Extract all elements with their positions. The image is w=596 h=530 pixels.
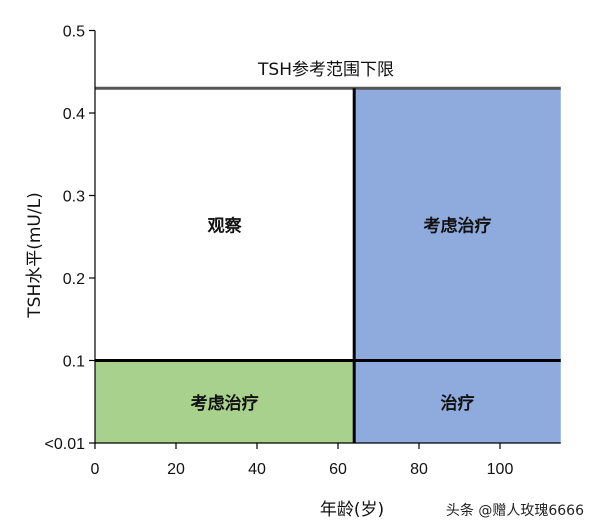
reference-line-label: TSH参考范围下限 xyxy=(257,60,394,80)
y-tick-label: 0.2 xyxy=(63,271,85,288)
region-label-0: 观察 xyxy=(207,215,243,236)
region-1 xyxy=(354,88,561,361)
region-label-3: 治疗 xyxy=(440,393,474,414)
region-3 xyxy=(354,360,561,443)
y-tick-label: 0.4 xyxy=(63,106,85,123)
regions-layer xyxy=(95,88,561,443)
x-tick-label: 0 xyxy=(91,461,100,478)
region-label-1: 考虑治疗 xyxy=(422,215,491,236)
x-axis-title: 年龄(岁) xyxy=(320,500,384,520)
y-tick-label: 0.1 xyxy=(63,354,85,371)
y-tick-label: <0.01 xyxy=(45,436,86,453)
x-tick-label: 20 xyxy=(167,461,185,478)
region-0 xyxy=(95,88,355,361)
y-axis-title: TSH水平(mU/L) xyxy=(25,192,45,318)
y-tick-label: 0.5 xyxy=(63,24,85,41)
watermark-text: 头条 @赠人玫瑰6666 xyxy=(446,502,584,519)
x-tick-label: 100 xyxy=(487,461,514,478)
x-tick-label: 60 xyxy=(329,461,347,478)
x-tick-label: 80 xyxy=(410,461,428,478)
region-label-2: 考虑治疗 xyxy=(190,393,259,414)
region-2 xyxy=(95,360,355,443)
boundary-lines-layer xyxy=(95,86,562,444)
x-tick-label: 40 xyxy=(248,461,266,478)
axes-layer: <0.01 0.1 0.2 0.3 0.4 0.5 0 20 40 60 80 100 xyxy=(45,24,561,478)
y-tick-label: 0.3 xyxy=(63,189,85,206)
